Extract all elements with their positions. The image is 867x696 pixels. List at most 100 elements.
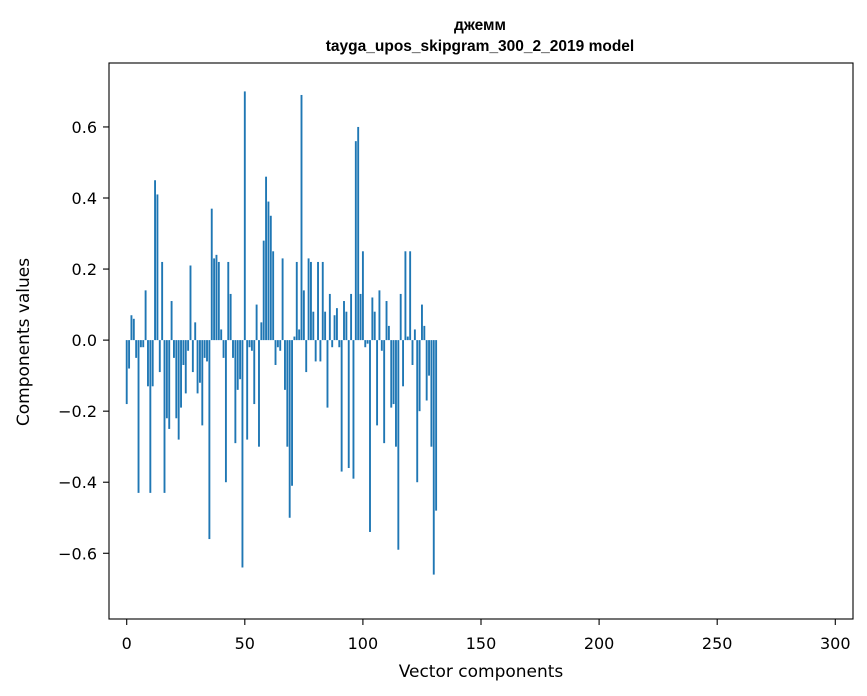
bar-68 — [286, 340, 289, 447]
bar-15 — [161, 261, 164, 341]
bar-28 — [191, 340, 194, 373]
bar-63 — [274, 340, 277, 365]
bar-45 — [232, 340, 234, 358]
bar-73 — [298, 329, 301, 341]
bar-96 — [352, 340, 355, 479]
bar-70 — [291, 340, 293, 486]
bar-106 — [376, 340, 379, 426]
bar-41 — [222, 340, 225, 358]
bar-31 — [198, 340, 201, 383]
bar-92 — [343, 301, 345, 341]
y-tick-label: −0.4 — [58, 473, 97, 492]
bar-109 — [383, 340, 386, 444]
bar-0 — [125, 340, 128, 405]
bar-130 — [432, 340, 435, 575]
bar-121 — [411, 340, 414, 365]
bar-42 — [224, 340, 227, 483]
bar-120 — [409, 251, 412, 341]
bar-47 — [236, 340, 239, 390]
bar-51 — [246, 340, 249, 440]
bar-10 — [149, 340, 152, 493]
bar-12 — [154, 180, 156, 341]
bar-61 — [269, 215, 272, 341]
bar-14 — [158, 340, 161, 373]
bar-94 — [347, 340, 350, 469]
bar-128 — [428, 340, 430, 376]
bar-113 — [392, 340, 395, 405]
bar-91 — [340, 340, 343, 472]
y-axis-ticks: −0.6 −0.4 −0.2 0.0 0.2 0.4 0.6 — [58, 118, 109, 563]
bar-44 — [229, 293, 232, 341]
bar-series — [125, 91, 438, 575]
bar-13 — [156, 194, 159, 341]
bar-46 — [234, 340, 237, 444]
bar-22 — [177, 340, 180, 440]
bar-29 — [194, 322, 197, 341]
bar-101 — [364, 340, 367, 348]
bar-82 — [319, 340, 322, 362]
bar-105 — [373, 311, 376, 341]
bar-53 — [250, 340, 253, 351]
bar-83 — [321, 261, 324, 341]
bar-115 — [397, 340, 400, 550]
bar-87 — [331, 340, 334, 348]
x-tick-label: 150 — [466, 634, 497, 653]
bar-56 — [258, 340, 260, 447]
bar-43 — [227, 261, 230, 341]
bar-95 — [350, 293, 353, 341]
bar-11 — [151, 340, 154, 387]
bar-131 — [435, 340, 438, 511]
x-tick-label: 200 — [584, 634, 615, 653]
bar-65 — [279, 340, 282, 351]
bar-38 — [215, 254, 218, 341]
bar-118 — [404, 251, 407, 341]
y-tick-label: −0.6 — [58, 544, 97, 563]
bar-69 — [288, 340, 291, 518]
bar-123 — [416, 340, 419, 483]
bar-50 — [243, 91, 246, 341]
bar-21 — [175, 340, 178, 419]
chart-subtitle: tayga_upos_skipgram_300_2_2019 model — [326, 38, 634, 55]
bar-7 — [142, 340, 145, 348]
bar-76 — [305, 340, 308, 373]
bar-86 — [328, 293, 331, 341]
bar-1 — [128, 340, 131, 369]
bar-103 — [369, 340, 371, 532]
bar-124 — [418, 340, 421, 412]
bar-9 — [147, 340, 149, 387]
bar-4 — [135, 340, 138, 358]
bar-57 — [260, 322, 263, 341]
bar-122 — [413, 329, 416, 341]
bar-62 — [272, 251, 275, 341]
bar-111 — [387, 325, 390, 341]
bar-97 — [354, 141, 357, 341]
y-tick-label: 0.6 — [72, 118, 97, 137]
bar-116 — [399, 293, 402, 341]
bar-119 — [406, 336, 409, 341]
bar-67 — [284, 340, 286, 390]
bar-127 — [425, 340, 428, 401]
x-tick-label: 100 — [348, 634, 379, 653]
bar-2 — [130, 315, 133, 341]
bar-66 — [281, 258, 284, 341]
bar-79 — [312, 311, 315, 341]
plot-frame — [108, 62, 854, 620]
bar-110 — [385, 301, 388, 341]
bar-104 — [371, 297, 374, 341]
bar-36 — [210, 208, 213, 341]
bar-48 — [239, 340, 242, 380]
bar-126 — [423, 325, 426, 341]
y-axis-label: Components values — [14, 258, 34, 426]
x-tick-label: 50 — [235, 634, 255, 653]
bar-90 — [338, 340, 341, 348]
bar-85 — [326, 340, 329, 408]
bar-6 — [139, 340, 142, 348]
bar-52 — [248, 340, 251, 348]
bar-39 — [217, 261, 220, 341]
bar-102 — [366, 340, 369, 344]
bar-77 — [307, 258, 310, 341]
bar-84 — [324, 311, 327, 341]
bar-17 — [165, 340, 168, 419]
bar-30 — [196, 340, 199, 394]
bar-55 — [255, 304, 258, 341]
